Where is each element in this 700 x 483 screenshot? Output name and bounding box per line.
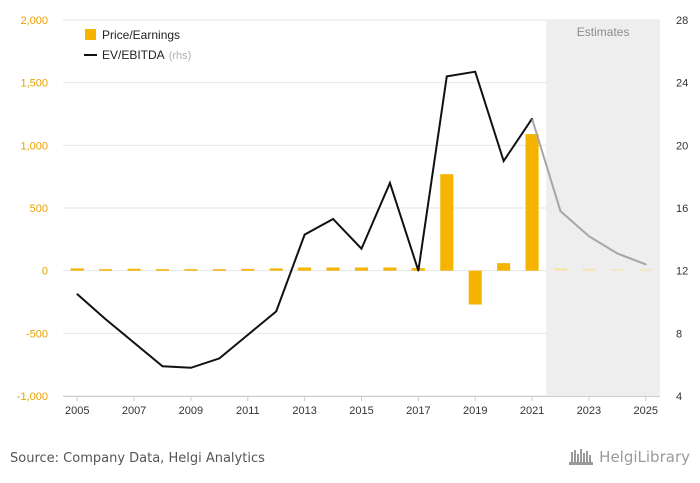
line-series-ev-ebitda (76, 70, 647, 369)
line-point-2015 (360, 247, 363, 250)
bar-2016 (383, 267, 397, 271)
x-tick-label: 2025 (634, 405, 658, 417)
line-point-2020 (502, 160, 505, 162)
x-tick-label: 2009 (179, 405, 203, 417)
line-point-2005 (76, 293, 79, 295)
line-point-2010 (218, 357, 221, 360)
y-right-tick-label: 28 (676, 15, 688, 27)
legend-label-ev-ebitda: EV/EBITDA (rhs) (102, 48, 191, 62)
bar-2008 (155, 269, 170, 271)
y-right-tick-label: 4 (676, 391, 682, 403)
axes: -1,000 -500 0 500 1,000 1,500 2,000 4 8 12 16 20 24 2… (17, 15, 688, 417)
line-point-2019 (474, 70, 477, 73)
bar-2009 (184, 269, 198, 271)
y-right-tick-label: 12 (676, 266, 688, 278)
y-right-tick-label: 16 (676, 203, 688, 215)
x-tick-label: 2005 (65, 405, 89, 417)
legend-label-ev-ebitda-name: EV/EBITDA (102, 48, 165, 62)
y-left-tick-label: -500 (26, 328, 48, 340)
line-point-2012 (275, 310, 278, 313)
estimates-band (546, 20, 660, 396)
line-point-2022 (559, 210, 562, 212)
bar-2020 (497, 263, 511, 271)
chart: Estimates -1,000 -500 0 500 1,000 1,500 2,000 4… (17, 15, 688, 417)
x-tick-label: 2019 (463, 405, 487, 417)
x-tick-label: 2013 (292, 405, 316, 417)
bar-2025 (639, 269, 653, 271)
bar-2007 (127, 268, 141, 271)
bar-2015 (354, 267, 369, 271)
bar-2024 (610, 269, 624, 271)
y-left-tick-label: 2,000 (20, 15, 48, 27)
y-left-tick-label: -1,000 (17, 391, 48, 403)
line-point-2008 (161, 365, 164, 368)
library-shelf-icon (569, 449, 594, 465)
estimates-label: Estimates (577, 25, 630, 39)
line-point-2006 (104, 318, 107, 321)
y-left-tick-label: 1,500 (20, 78, 48, 90)
legend-bar-swatch (85, 29, 96, 40)
line-point-2011 (246, 334, 249, 336)
line-point-2014 (332, 218, 334, 220)
line-point-2024 (616, 252, 619, 255)
y-left-tick-label: 1,000 (20, 140, 48, 152)
line-point-2021 (531, 117, 533, 120)
line-point-2013 (303, 233, 306, 236)
y-left-tick-label: 500 (30, 203, 48, 215)
source-note: Source: Company Data, Helgi Analytics (10, 451, 265, 466)
bar-2010 (212, 269, 226, 271)
line-point-2007 (133, 341, 135, 344)
bar-2012 (269, 268, 283, 271)
line-point-2023 (588, 235, 590, 237)
x-tick-label: 2023 (577, 405, 601, 417)
bar-2023 (582, 268, 596, 271)
line-point-2025 (644, 263, 647, 266)
logo-text: HelgiLibrary (599, 448, 690, 466)
bar-2011 (241, 268, 255, 271)
bar-2014 (326, 267, 340, 271)
y-right-tick-label: 20 (676, 140, 688, 152)
bar-2013 (298, 267, 312, 271)
x-tick-label: 2007 (122, 405, 146, 417)
bar-2021 (525, 134, 539, 271)
legend-label-price-earnings: Price/Earnings (102, 28, 180, 42)
bar-2019 (468, 270, 482, 305)
x-tick-label: 2015 (349, 405, 373, 417)
bar-2005 (70, 268, 84, 271)
legend: Price/Earnings EV/EBITDA (rhs) (84, 28, 191, 62)
legend-label-rhs: (rhs) (169, 50, 192, 62)
y-left-tick-label: 0 (42, 266, 48, 278)
helgi-library-logo: HelgiLibrary (568, 448, 690, 466)
line-point-2009 (190, 367, 192, 369)
line-point-2017 (417, 269, 420, 272)
y-right-tick-label: 24 (676, 78, 688, 90)
line-actual (76, 70, 533, 369)
line-point-2016 (389, 182, 391, 184)
y-right-tick-label: 8 (676, 328, 682, 340)
x-tick-label: 2011 (236, 405, 260, 417)
line-point-2018 (445, 75, 448, 78)
bar-2018 (440, 174, 454, 271)
x-tick-label: 2021 (520, 405, 544, 417)
x-tick-label: 2017 (406, 405, 430, 417)
bar-2022 (553, 268, 568, 271)
bar-2006 (99, 269, 113, 271)
